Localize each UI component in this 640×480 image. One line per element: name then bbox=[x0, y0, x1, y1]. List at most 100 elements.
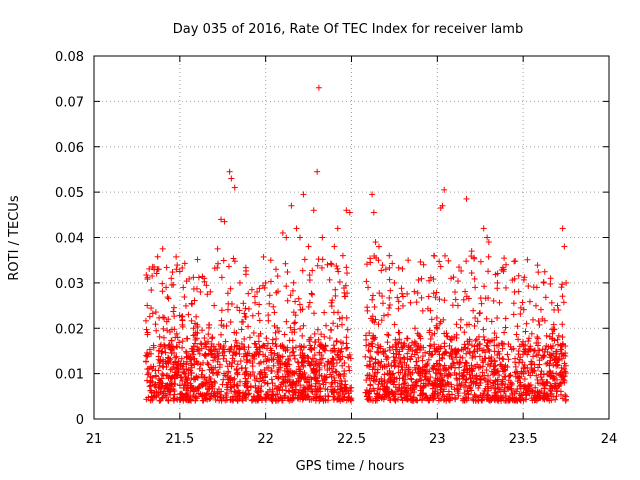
data-point bbox=[195, 347, 202, 354]
data-point bbox=[282, 347, 289, 354]
data-point bbox=[371, 373, 378, 380]
data-point bbox=[535, 269, 542, 276]
data-point bbox=[312, 397, 319, 404]
data-point bbox=[172, 354, 179, 361]
data-point bbox=[166, 357, 173, 364]
data-point bbox=[394, 294, 401, 301]
data-point bbox=[284, 297, 291, 304]
data-point bbox=[321, 333, 328, 340]
data-point bbox=[183, 335, 190, 342]
data-point bbox=[302, 385, 309, 392]
data-point bbox=[212, 393, 219, 400]
data-point bbox=[437, 263, 444, 270]
data-point bbox=[289, 337, 296, 344]
data-point bbox=[468, 270, 475, 277]
data-point bbox=[528, 330, 535, 337]
data-point bbox=[279, 229, 286, 236]
data-point bbox=[182, 302, 189, 309]
data-point bbox=[282, 361, 289, 368]
data-point bbox=[158, 383, 165, 390]
data-point bbox=[256, 360, 263, 367]
data-point bbox=[454, 278, 461, 285]
data-point bbox=[268, 368, 275, 375]
data-point bbox=[293, 225, 300, 232]
data-point bbox=[297, 234, 303, 241]
data-point bbox=[442, 252, 449, 259]
data-point bbox=[327, 260, 334, 267]
data-point bbox=[234, 304, 241, 311]
data-point bbox=[176, 339, 183, 346]
data-point bbox=[259, 343, 266, 350]
data-point bbox=[265, 364, 272, 371]
data-point bbox=[283, 283, 290, 290]
x-tick-label: 22.5 bbox=[337, 432, 366, 447]
y-tick-label: 0 bbox=[76, 413, 84, 428]
data-point bbox=[289, 380, 296, 387]
data-point bbox=[281, 331, 288, 338]
data-point bbox=[297, 325, 304, 332]
data-point bbox=[148, 387, 155, 394]
data-point bbox=[257, 387, 264, 394]
data-point bbox=[305, 358, 312, 365]
data-point bbox=[471, 322, 478, 329]
data-point bbox=[242, 375, 249, 382]
data-point bbox=[245, 391, 252, 398]
data-point bbox=[372, 316, 379, 323]
data-point bbox=[164, 385, 171, 392]
data-point bbox=[341, 384, 348, 391]
data-point bbox=[515, 347, 522, 354]
data-point bbox=[266, 292, 273, 299]
data-point bbox=[481, 336, 488, 343]
data-point bbox=[176, 397, 183, 404]
data-point bbox=[257, 375, 264, 382]
data-point bbox=[190, 343, 197, 350]
data-point bbox=[371, 303, 378, 310]
data-point bbox=[283, 234, 290, 241]
data-point bbox=[179, 316, 186, 323]
x-tick-label: 23 bbox=[429, 432, 446, 447]
data-point bbox=[269, 397, 276, 404]
data-point bbox=[178, 373, 185, 380]
data-point bbox=[315, 336, 322, 343]
data-point bbox=[195, 274, 202, 281]
data-point bbox=[155, 347, 162, 354]
data-point bbox=[250, 393, 257, 400]
data-point bbox=[554, 336, 561, 343]
data-point bbox=[249, 352, 256, 359]
data-point bbox=[188, 397, 195, 404]
data-point bbox=[512, 363, 519, 370]
data-point bbox=[337, 348, 344, 355]
data-point bbox=[395, 264, 402, 271]
data-point bbox=[512, 355, 519, 362]
data-point bbox=[367, 381, 374, 388]
data-point bbox=[296, 342, 303, 349]
data-point bbox=[344, 270, 351, 277]
data-point bbox=[256, 285, 263, 292]
data-point bbox=[453, 354, 460, 361]
data-point bbox=[561, 243, 568, 250]
data-point bbox=[289, 345, 296, 352]
data-point bbox=[208, 383, 215, 390]
data-point bbox=[165, 316, 172, 323]
data-point bbox=[307, 342, 314, 349]
data-point bbox=[170, 308, 177, 315]
data-point bbox=[369, 296, 376, 303]
data-point bbox=[376, 290, 383, 297]
data-point bbox=[192, 376, 199, 383]
data-point bbox=[211, 302, 218, 309]
data-point bbox=[335, 396, 342, 403]
data-point bbox=[477, 258, 484, 265]
data-point bbox=[209, 351, 216, 358]
data-point bbox=[273, 335, 280, 342]
data-point bbox=[153, 270, 160, 277]
data-point bbox=[276, 358, 283, 365]
data-point bbox=[563, 279, 570, 286]
data-point bbox=[301, 256, 308, 263]
data-point bbox=[173, 253, 180, 260]
data-point bbox=[191, 340, 198, 347]
data-point bbox=[337, 377, 344, 384]
data-point bbox=[270, 303, 277, 310]
data-point bbox=[225, 300, 232, 307]
data-point bbox=[291, 320, 298, 327]
data-point bbox=[297, 387, 304, 394]
